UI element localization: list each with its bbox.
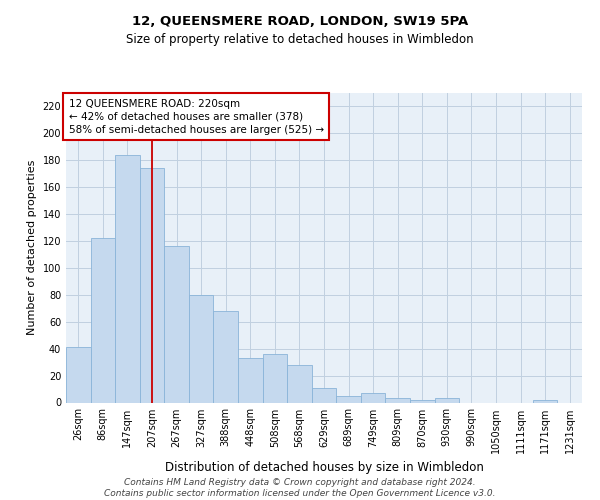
Bar: [361, 393, 385, 402]
Bar: [214, 311, 238, 402]
Bar: [164, 246, 189, 402]
X-axis label: Distribution of detached houses by size in Wimbledon: Distribution of detached houses by size …: [164, 461, 484, 474]
Bar: [287, 365, 312, 403]
Bar: [533, 400, 557, 402]
Bar: [263, 354, 287, 403]
Y-axis label: Number of detached properties: Number of detached properties: [27, 160, 37, 335]
Bar: [238, 358, 263, 403]
Text: Size of property relative to detached houses in Wimbledon: Size of property relative to detached ho…: [126, 32, 474, 46]
Bar: [336, 396, 361, 402]
Bar: [115, 154, 140, 402]
Text: 12 QUEENSMERE ROAD: 220sqm
← 42% of detached houses are smaller (378)
58% of sem: 12 QUEENSMERE ROAD: 220sqm ← 42% of deta…: [68, 98, 324, 135]
Bar: [66, 347, 91, 403]
Bar: [385, 398, 410, 402]
Bar: [312, 388, 336, 402]
Bar: [189, 294, 214, 403]
Text: 12, QUEENSMERE ROAD, LONDON, SW19 5PA: 12, QUEENSMERE ROAD, LONDON, SW19 5PA: [132, 15, 468, 28]
Bar: [434, 398, 459, 402]
Text: Contains HM Land Registry data © Crown copyright and database right 2024.
Contai: Contains HM Land Registry data © Crown c…: [104, 478, 496, 498]
Bar: [410, 400, 434, 402]
Bar: [91, 238, 115, 402]
Bar: [140, 168, 164, 402]
